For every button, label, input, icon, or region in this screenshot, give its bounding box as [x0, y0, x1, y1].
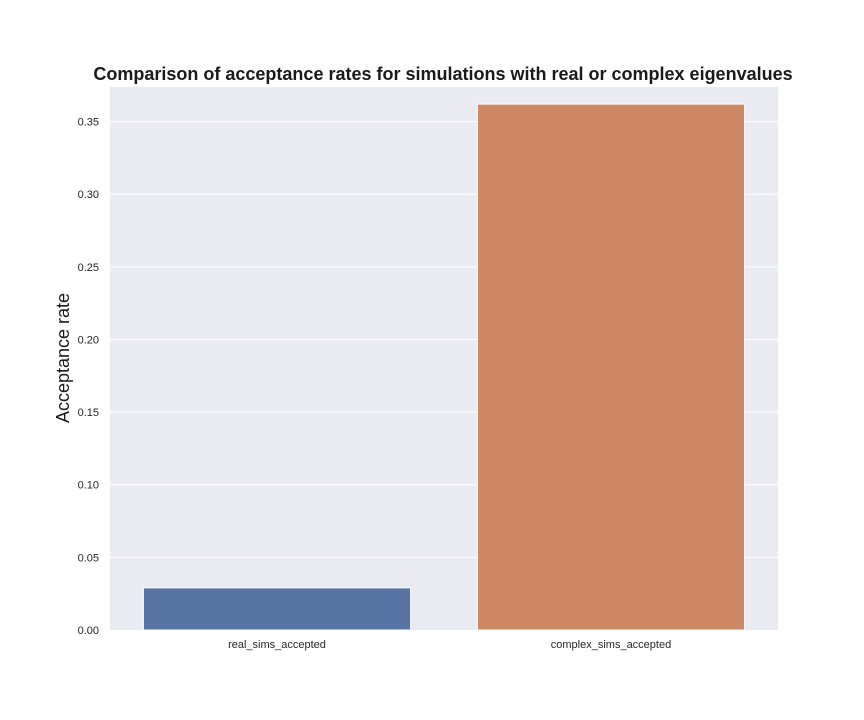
x-tick-labels: real_sims_accepted complex_sims_accepted	[228, 639, 671, 651]
y-tick-label: 0.20	[78, 334, 99, 346]
x-tick-label: real_sims_accepted	[228, 639, 326, 651]
chart-title: Comparison of acceptance rates for simul…	[93, 64, 792, 84]
y-tick-label: 0.05	[78, 552, 99, 564]
y-tick-label: 0.15	[78, 407, 99, 419]
y-tick-label: 0.35	[78, 117, 99, 129]
y-tick-label: 0.00	[78, 625, 99, 637]
bar-complex_sims_accepted	[476, 103, 746, 631]
y-axis-label: Acceptance rate	[53, 293, 73, 423]
x-tick-label: complex_sims_accepted	[551, 639, 671, 651]
bar-real_sims_accepted	[142, 587, 412, 631]
y-tick-label: 0.10	[78, 480, 99, 492]
bars	[142, 103, 746, 631]
y-tick-labels: 0.00 0.05 0.10 0.15 0.20 0.25 0.30 0.35	[78, 117, 99, 637]
y-tick-label: 0.25	[78, 262, 99, 274]
y-tick-label: 0.30	[78, 189, 99, 201]
